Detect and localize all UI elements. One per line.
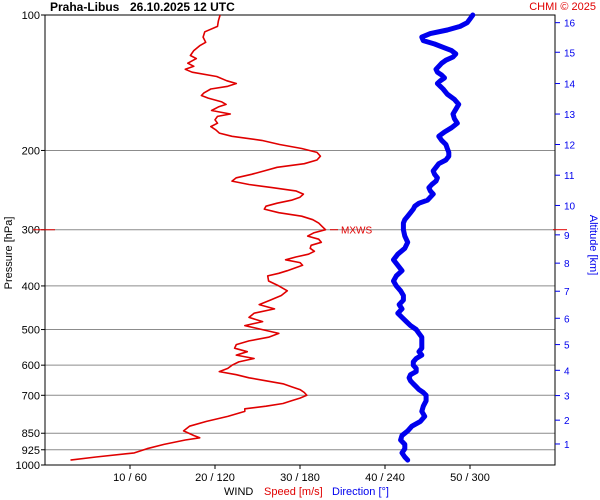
wind-tick-label: 40 / 240 [365,472,405,484]
sounding-datetime: 26.10.2025 12 UTC [130,0,235,14]
altitude-tick-label: 7 [564,287,570,298]
altitude-tick-label: 4 [564,366,570,377]
altitude-tick-label: 6 [564,314,570,325]
altitude-tick-label: 12 [564,141,576,152]
series-layer [70,12,476,463]
grid-lines [45,149,555,451]
altitude-tick-label: 9 [564,231,570,242]
pressure-tick-label: 925 [22,445,40,457]
altitude-tick-label: 11 [564,171,575,182]
altitude-tick-label: 5 [564,341,570,352]
speed-series-line [70,14,327,461]
altitude-tick-label: 10 [564,201,576,212]
wind-tick-label: 20 / 120 [195,472,235,484]
wind-tick-label: 50 / 300 [450,472,490,484]
altitude-tick-label: 15 [564,48,576,59]
pressure-tick-label: 1000 [16,460,40,472]
max-wind-label: MXWS [341,226,372,237]
credit-text: CHMI © 2025 [529,1,596,13]
station-name: Praha-Libus [50,0,120,14]
altitude-tick-label: 14 [564,80,576,91]
direction-series-line [391,12,476,463]
pressure-tick-label: 850 [22,428,40,440]
pressure-tick-label: 100 [22,10,40,22]
y-left-label: Pressure [hPa] [3,217,15,290]
x-label-speed: Speed [m/s] [264,486,323,498]
pressure-axis: 100 200 300 400 500 600 700 850 925 1000 [16,10,45,472]
pressure-tick-label: 500 [22,325,40,337]
altitude-tick-label: 3 [564,392,570,403]
wind-tick-label: 10 / 60 [113,472,147,484]
x-label-direction: Direction [°] [332,486,389,498]
altitude-tick-label: 13 [564,110,576,121]
pressure-tick-label: 700 [22,390,40,402]
wind-axis: 10 / 60 20 / 120 30 / 180 40 / 240 50 / 300 [113,465,490,484]
altitude-tick-label: 1 [564,440,570,451]
altitude-tick-label: 16 [564,19,576,30]
altitude-tick-label: 8 [564,259,570,270]
pressure-tick-label: 200 [22,145,40,157]
altitude-tick-label: 2 [564,416,570,427]
pressure-tick-label: 300 [22,225,40,237]
max-wind-marker: MXWS [33,226,567,237]
pressure-tick-label: 400 [22,281,40,293]
x-label-main: WIND [224,486,253,498]
y-right-label: Altitude [km] [587,215,599,276]
wind-tick-label: 30 / 180 [280,472,320,484]
pressure-tick-label: 600 [22,360,40,372]
